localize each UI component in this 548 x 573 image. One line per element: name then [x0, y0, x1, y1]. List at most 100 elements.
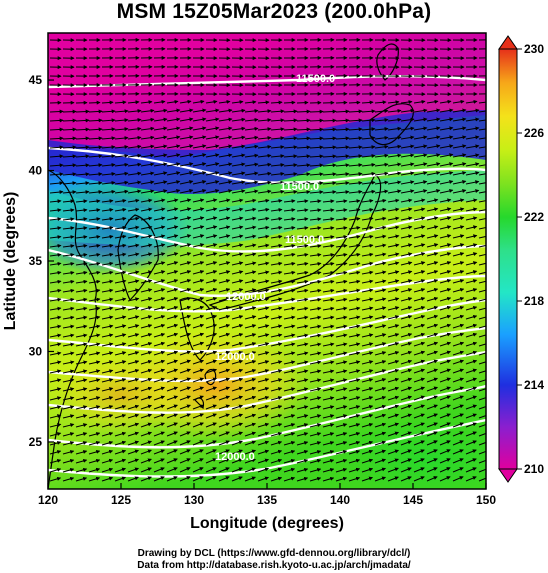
wind-arrow — [218, 261, 231, 266]
wind-arrow — [88, 279, 101, 284]
colorbar-upper-arrow — [498, 35, 518, 50]
wind-arrow — [283, 270, 296, 275]
wind-arrow — [205, 243, 218, 248]
wind-arrow — [439, 207, 452, 212]
wind-arrow — [478, 235, 486, 239]
wind-arrow — [257, 252, 270, 257]
wind-arrow — [153, 198, 166, 203]
wind-arrow — [49, 109, 64, 114]
wind-arrow — [270, 109, 285, 114]
wind-arrow — [413, 108, 428, 113]
wind-arrow — [322, 190, 337, 195]
wind-arrow — [413, 198, 426, 203]
wind-arrow — [179, 162, 194, 167]
wind-arrow — [140, 216, 153, 221]
wind-arrow — [426, 305, 439, 311]
wind-arrow — [140, 234, 153, 239]
wind-arrow — [452, 234, 465, 239]
wind-arrow — [322, 252, 335, 257]
wind-arrow — [361, 207, 374, 212]
wind-arrow — [179, 188, 194, 194]
wind-arrow — [452, 252, 465, 257]
wind-arrow — [283, 100, 296, 105]
wind-arrow — [465, 198, 478, 203]
wind-arrow — [205, 117, 220, 122]
wind-arrow — [49, 279, 62, 284]
wind-arrow — [244, 153, 259, 158]
wind-arrow — [322, 235, 335, 240]
wind-arrow — [257, 118, 272, 123]
wind-arrow — [153, 306, 166, 311]
wind-arrow — [296, 199, 309, 204]
wind-arrow — [75, 235, 88, 240]
wind-arrow — [244, 207, 257, 212]
colorbar: 210 214 218 222 226 230 — [498, 35, 544, 483]
wind-arrow — [426, 189, 441, 194]
wind-arrow — [166, 117, 181, 122]
wind-arrow — [49, 306, 62, 311]
x-tick-label: 140 — [330, 493, 350, 507]
wind-arrow — [231, 261, 244, 266]
wind-arrow — [166, 108, 181, 113]
wind-arrow — [140, 288, 153, 293]
wind-arrow — [244, 216, 257, 221]
wind-arrow — [153, 99, 166, 104]
wind-arrow — [205, 216, 218, 221]
wind-arrow — [296, 118, 311, 123]
wind-arrow — [179, 207, 192, 212]
wind-arrow — [114, 180, 129, 185]
wind-arrow — [127, 270, 140, 275]
wind-arrow — [374, 252, 387, 257]
wind-arrow — [114, 252, 127, 257]
wind-arrow — [452, 144, 467, 149]
wind-arrow — [231, 144, 246, 149]
wind-arrow — [374, 243, 387, 248]
wind-arrow — [101, 189, 116, 194]
wind-arrow — [153, 189, 168, 194]
wind-arrow — [270, 306, 283, 311]
wind-arrow — [335, 208, 348, 213]
wind-arrow — [114, 279, 127, 284]
wind-arrow — [400, 234, 413, 239]
wind-arrow — [426, 225, 439, 230]
colorbar-tick-label: 210 — [524, 462, 544, 476]
wind-arrow — [361, 270, 374, 275]
wind-arrow — [205, 305, 218, 311]
wind-arrow — [309, 199, 322, 204]
colorbar-tick-label: 222 — [524, 210, 544, 224]
wind-arrow — [101, 288, 114, 293]
wind-arrow — [283, 234, 296, 239]
wind-arrow — [179, 117, 194, 122]
wind-arrow — [75, 172, 90, 177]
contour-label: 11500.0 — [280, 181, 319, 193]
wind-arrow — [114, 189, 129, 194]
wind-arrow — [270, 171, 285, 176]
wind-arrow — [62, 163, 77, 168]
wind-arrow — [218, 180, 233, 185]
wind-arrow — [387, 108, 402, 113]
wind-arrow — [62, 297, 75, 302]
wind-arrow — [75, 297, 88, 302]
wind-arrow — [400, 207, 413, 212]
wind-arrow — [322, 154, 337, 159]
wind-arrow — [88, 288, 101, 293]
wind-arrow — [296, 109, 311, 114]
wind-arrow — [335, 136, 350, 141]
wind-arrow — [452, 180, 467, 185]
wind-arrow — [387, 171, 402, 176]
wind-arrow — [465, 162, 480, 167]
wind-arrow — [348, 100, 361, 105]
wind-arrow — [348, 163, 363, 168]
wind-arrow — [478, 270, 486, 275]
wind-arrow — [361, 225, 374, 230]
wind-arrow — [335, 297, 348, 302]
wind-arrow — [296, 279, 309, 284]
wind-arrow — [478, 306, 486, 311]
wind-arrow — [101, 199, 114, 204]
wind-arrow — [257, 100, 270, 105]
wind-arrow — [88, 136, 103, 141]
credit-drawing: Drawing by DCL (https://www.gfd-dennou.o… — [137, 548, 411, 559]
wind-arrow — [309, 235, 322, 240]
wind-arrow — [335, 252, 348, 257]
wind-arrow — [153, 135, 168, 140]
